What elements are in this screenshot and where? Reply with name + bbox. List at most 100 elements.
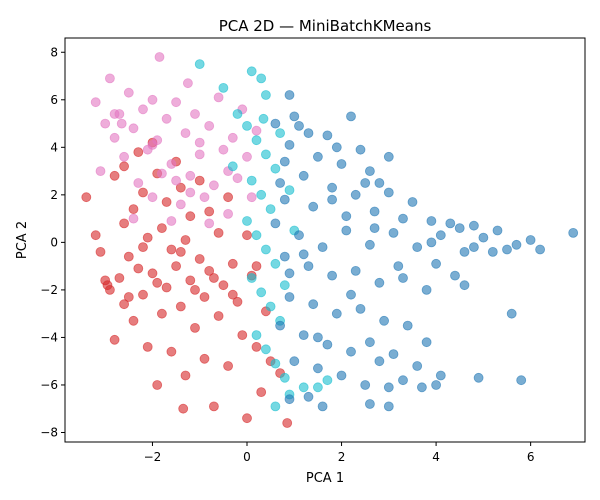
x-tick-label: −2 xyxy=(144,450,162,464)
scatter-point xyxy=(109,132,120,143)
scatter-point xyxy=(242,151,252,162)
scatter-point xyxy=(81,192,92,203)
scatter-point xyxy=(360,380,371,390)
scatter-point xyxy=(227,132,238,143)
scatter-point xyxy=(426,216,437,226)
scatter-point xyxy=(331,142,342,153)
scatter-point xyxy=(116,118,127,129)
scatter-point xyxy=(279,280,290,291)
scatter-point xyxy=(388,349,399,360)
scatter-point xyxy=(251,125,262,136)
scatter-point xyxy=(525,235,536,245)
y-tick-label: 4 xyxy=(50,140,58,154)
scatter-point xyxy=(95,246,106,257)
scatter-point xyxy=(279,372,290,383)
scatter-point xyxy=(412,361,423,371)
scatter-point xyxy=(199,353,210,364)
scatter-point xyxy=(109,109,120,119)
y-axis-label: PCA 2 xyxy=(15,221,30,259)
scatter-point xyxy=(190,284,200,295)
scatter-point xyxy=(123,251,134,262)
scatter-point xyxy=(312,363,323,374)
scatter-point xyxy=(284,139,295,150)
scatter-point xyxy=(100,118,111,129)
scatter-point xyxy=(431,258,442,269)
scatter-point xyxy=(346,111,356,122)
x-axis-ticks: −2 0 2 4 6 xyxy=(144,442,534,464)
scatter-point xyxy=(208,273,219,283)
scatter-point xyxy=(350,265,361,276)
scatter-point xyxy=(426,237,437,248)
scatter-point xyxy=(327,182,338,193)
x-tick-label: 0 xyxy=(243,450,251,464)
scatter-point xyxy=(251,261,262,272)
scatter-point xyxy=(138,104,148,115)
scatter-point xyxy=(232,296,243,307)
scatter-point xyxy=(246,175,257,186)
scatter-point xyxy=(374,356,385,367)
y-tick-label: −4 xyxy=(40,330,58,344)
scatter-point xyxy=(431,380,442,390)
scatter-point xyxy=(303,128,314,139)
scatter-point xyxy=(204,206,215,217)
scatter-point xyxy=(166,216,177,226)
scatter-point xyxy=(133,178,144,188)
scatter-point xyxy=(284,394,295,405)
scatter-point xyxy=(95,166,106,177)
scatter-point xyxy=(133,147,144,158)
scatter-point xyxy=(218,280,229,291)
scatter-point xyxy=(270,401,281,412)
scatter-point xyxy=(289,111,300,122)
scatter-point xyxy=(227,258,238,269)
scatter-point xyxy=(218,144,229,155)
scatter-point xyxy=(166,244,177,255)
scatter-point xyxy=(275,128,286,139)
scatter-point xyxy=(275,320,286,331)
scatter-point xyxy=(322,130,333,141)
scatter-point xyxy=(223,208,234,219)
scatter-point xyxy=(161,197,172,207)
scatter-point xyxy=(369,223,380,234)
scatter-point xyxy=(270,163,281,174)
scatter-point xyxy=(185,275,196,286)
scatter-point xyxy=(398,273,408,283)
scatter-point xyxy=(506,308,517,319)
x-tick-label: 4 xyxy=(432,450,440,464)
scatter-point xyxy=(374,277,385,288)
chart-title: PCA 2D — MiniBatchKMeans xyxy=(219,17,432,35)
x-axis-label: PCA 1 xyxy=(306,471,344,486)
scatter-point xyxy=(435,370,446,381)
y-tick-label: 0 xyxy=(50,235,58,249)
scatter-point xyxy=(284,185,295,196)
scatter-point xyxy=(327,194,338,205)
scatter-point xyxy=(161,113,172,124)
scatter-point xyxy=(147,139,158,150)
scatter-point xyxy=(102,280,113,291)
scatter-point xyxy=(364,166,375,177)
y-tick-label: −6 xyxy=(40,378,58,392)
scatter-point xyxy=(246,192,257,203)
scatter-point xyxy=(251,135,262,146)
scatter-point xyxy=(90,97,101,108)
scatter-point xyxy=(171,175,182,186)
scatter-point xyxy=(256,189,267,200)
scatter-point xyxy=(227,161,238,172)
scatter-point xyxy=(407,197,418,207)
scatter-point xyxy=(147,192,158,203)
scatter-point xyxy=(284,268,295,279)
scatter-point xyxy=(279,251,290,262)
scatter-point xyxy=(138,187,148,198)
scatter-point xyxy=(128,315,139,326)
scatter-point xyxy=(175,301,186,312)
scatter-point xyxy=(218,83,229,93)
scatter-point xyxy=(90,230,101,241)
scatter-point xyxy=(473,372,484,383)
scatter-point xyxy=(256,287,267,298)
scatter-point xyxy=(298,249,309,260)
scatter-point xyxy=(260,149,271,160)
scatter-point xyxy=(156,223,167,234)
scatter-point xyxy=(246,273,257,283)
scatter-point xyxy=(284,90,295,100)
scatter-point xyxy=(128,213,139,224)
